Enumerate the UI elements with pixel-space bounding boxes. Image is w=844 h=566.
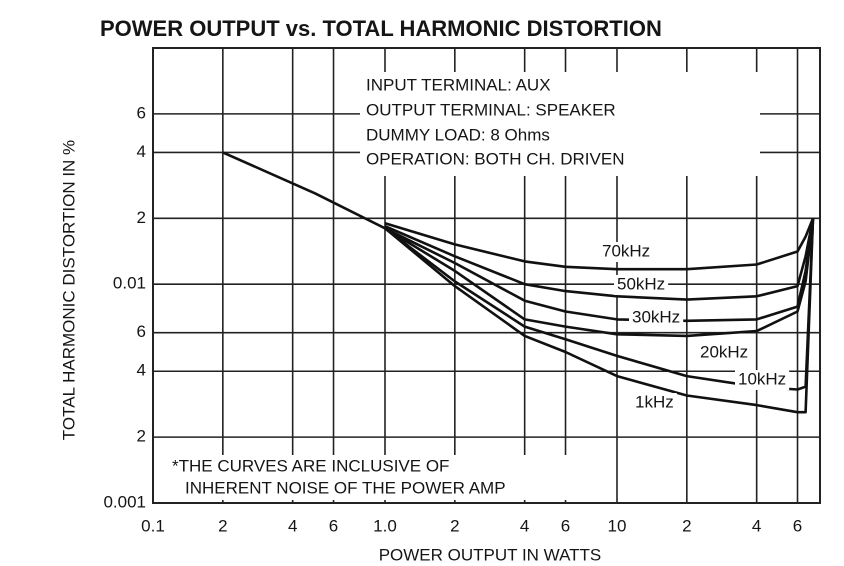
curve	[222, 151, 815, 414]
annotation: DUMMY LOAD: 8 Ohms	[366, 125, 550, 144]
curve	[384, 218, 815, 301]
series-label-bg	[614, 275, 669, 295]
x-tick-label: 4	[752, 516, 761, 535]
y-tick-label: 2	[137, 208, 146, 227]
curve	[384, 218, 815, 391]
x-axis-label: POWER OUTPUT IN WATTS	[379, 545, 602, 564]
annotation: OUTPUT TERMINAL: SPEAKER	[366, 100, 616, 119]
series-label: 50kHz	[617, 274, 665, 293]
y-tick-label: 4	[137, 142, 146, 161]
curve	[384, 218, 815, 338]
x-tick-label: 6	[329, 516, 338, 535]
x-tick-label: 6	[561, 516, 570, 535]
series-label: 10kHz	[738, 369, 786, 388]
annotation: INPUT TERMINAL: AUX	[366, 75, 551, 94]
x-tick-label: 2	[218, 516, 227, 535]
y-tick-label: 6	[137, 322, 146, 341]
series-label-bg	[599, 242, 654, 262]
chart-title: POWER OUTPUT vs. TOTAL HARMONIC DISTORTI…	[100, 16, 662, 41]
series-label: 70kHz	[602, 241, 650, 260]
y-tick-label: 0.001	[103, 492, 146, 511]
series-label-bg	[632, 393, 677, 413]
y-axis-label: TOTAL HARMONIC DISTORTION IN %	[59, 140, 78, 440]
series-label-bg	[735, 370, 790, 390]
footnote-box	[165, 455, 600, 500]
series-label: 20kHz	[700, 342, 748, 361]
x-tick-label: 6	[793, 516, 802, 535]
series-label-bg	[629, 308, 684, 328]
footnote: *THE CURVES ARE INCLUSIVE OF	[172, 456, 449, 475]
annotation: OPERATION: BOTH CH. DRIVEN	[366, 149, 625, 168]
x-tick-label: 1.0	[373, 516, 397, 535]
series-label-bg	[697, 343, 752, 363]
curve	[384, 217, 815, 271]
x-tick-label: 2	[450, 516, 459, 535]
footnote: INHERENT NOISE OF THE POWER AMP	[185, 478, 506, 497]
y-tick-label: 0.01	[113, 274, 146, 293]
x-tick-label: 0.1	[141, 516, 165, 535]
y-tick-label: 4	[137, 361, 146, 380]
grid	[152, 48, 820, 504]
series-label: 1kHz	[635, 392, 674, 411]
info-box	[360, 72, 760, 176]
x-tick-label: 10	[608, 516, 627, 535]
x-tick-label: 4	[520, 516, 529, 535]
x-tick-label: 4	[288, 516, 297, 535]
y-tick-label: 6	[137, 103, 146, 122]
series-label: 30kHz	[632, 307, 680, 326]
y-tick-label: 2	[137, 427, 146, 446]
x-tick-label: 2	[682, 516, 691, 535]
